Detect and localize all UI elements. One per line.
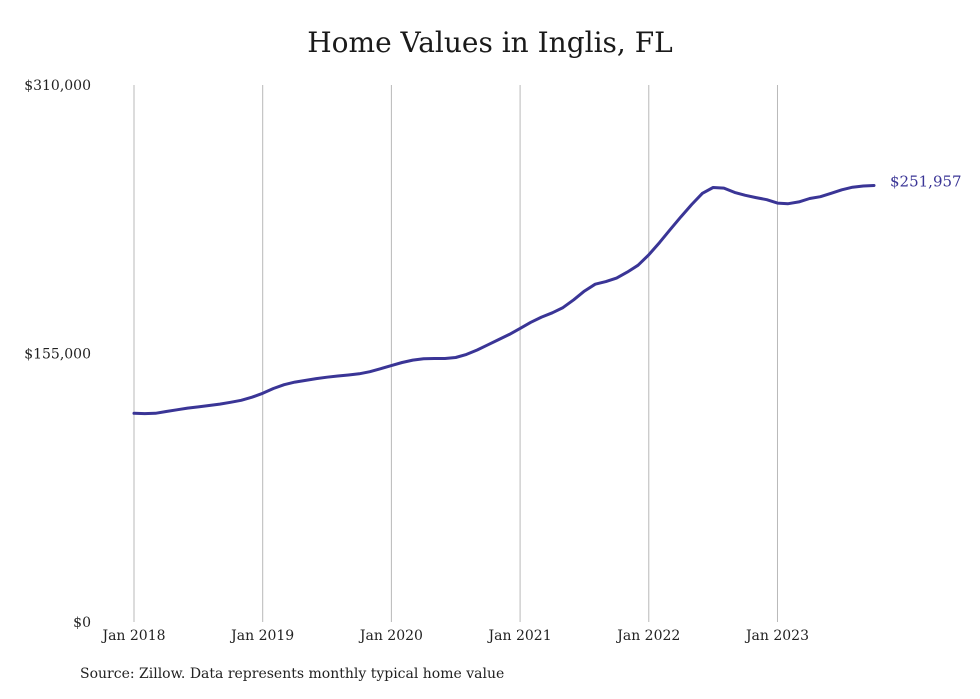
x-tick-label: Jan 2018 (100, 628, 165, 644)
end-value-label: $251,957 (890, 173, 962, 191)
series-line (132, 184, 876, 416)
x-tick-label: Jan 2022 (615, 628, 680, 644)
x-tick-label: Jan 2019 (229, 628, 294, 644)
x-tick-label: Jan 2021 (487, 628, 552, 644)
y-tick-label: $155,000 (24, 347, 91, 363)
y-tick-label: $0 (73, 615, 91, 631)
x-tick-label: Jan 2023 (744, 628, 809, 644)
x-tick-label: Jan 2020 (358, 628, 423, 644)
source-note: Source: Zillow. Data represents monthly … (80, 666, 505, 682)
chart-title: Home Values in Inglis, FL (307, 26, 673, 59)
y-tick-label: $310,000 (24, 78, 91, 94)
